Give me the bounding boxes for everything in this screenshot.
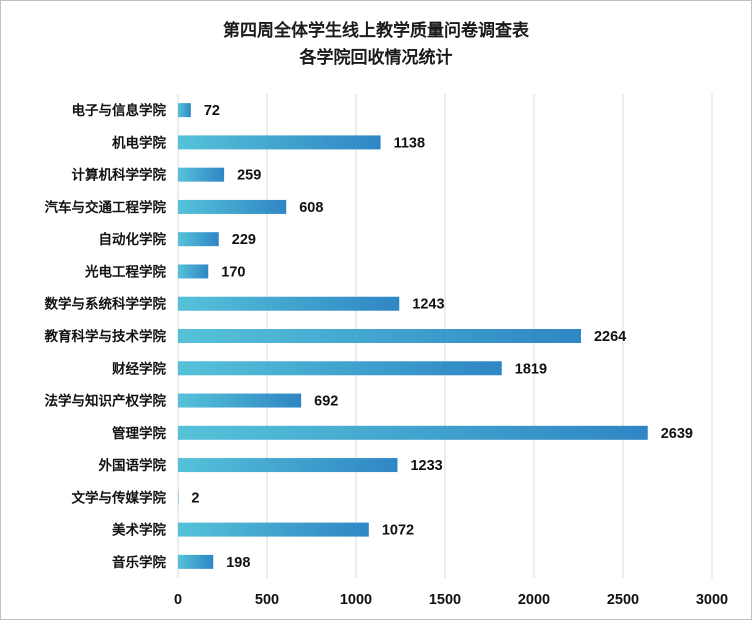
chart-title: 第四周全体学生线上教学质量问卷调查表 [223, 21, 529, 41]
x-tick-label: 500 [255, 592, 279, 608]
value-label: 170 [221, 264, 245, 280]
category-label: 美术学院 [112, 522, 166, 539]
category-label: 光电工程学院 [84, 263, 166, 280]
value-label: 2 [191, 490, 199, 506]
bar [178, 329, 581, 343]
x-tick-label: 3000 [696, 592, 728, 608]
category-label: 机电学院 [112, 134, 166, 151]
bar [178, 554, 214, 569]
bars [178, 103, 648, 569]
category-label: 财经学院 [111, 360, 166, 377]
x-tick-label: 0 [174, 592, 182, 608]
value-label: 229 [232, 232, 256, 248]
value-labels: 72 1138 259 608 229 170 1243 2264 1819 692 2639 123… [191, 103, 693, 571]
x-tick-label: 2500 [607, 592, 639, 608]
bar [178, 361, 502, 376]
x-tick-label: 2000 [518, 592, 550, 608]
value-label: 1138 [394, 135, 425, 151]
value-label: 2264 [594, 329, 626, 345]
bar [178, 103, 191, 118]
bar [178, 458, 398, 473]
category-label: 电子与信息学院 [72, 102, 167, 119]
bar [178, 425, 648, 440]
value-label: 1819 [515, 361, 547, 377]
value-label: 692 [314, 394, 338, 410]
chart-subtitle: 各学院回收情况统计 [299, 48, 453, 68]
bar [178, 232, 219, 247]
category-label: 自动化学院 [99, 231, 167, 248]
value-label: 608 [299, 200, 323, 216]
value-label: 72 [204, 103, 220, 119]
bar [178, 167, 225, 182]
category-label: 音乐学院 [112, 554, 166, 571]
value-label: 1243 [412, 297, 444, 313]
bar [178, 296, 400, 311]
value-label: 2639 [661, 426, 693, 442]
bar [178, 135, 381, 150]
category-label: 计算机科学学院 [72, 167, 167, 184]
x-tick-label: 1000 [340, 592, 372, 608]
category-label: 数学与系统科学学院 [45, 296, 167, 313]
category-label: 法学与知识产权学院 [45, 393, 167, 410]
x-axis-tick-labels: 0 500 1000 1500 2000 2500 3000 [174, 592, 728, 608]
category-label: 教育科学与技术学院 [45, 328, 167, 345]
value-label: 259 [237, 168, 261, 184]
value-label: 1233 [410, 458, 442, 474]
category-label: 汽车与交通工程学院 [45, 199, 167, 216]
category-label: 外国语学院 [99, 457, 167, 474]
bar [178, 264, 209, 279]
category-label: 管理学院 [112, 425, 166, 442]
x-tick-label: 1500 [429, 592, 461, 608]
value-label: 1072 [382, 523, 414, 539]
value-label: 198 [226, 555, 250, 571]
category-labels: 电子与信息学院机电学院计算机科学学院汽车与交通工程学院自动化学院光电工程学院数学… [45, 102, 167, 571]
bar [178, 522, 369, 537]
bar [178, 199, 287, 214]
category-label: 文学与传媒学院 [72, 489, 167, 506]
bar [178, 393, 302, 408]
